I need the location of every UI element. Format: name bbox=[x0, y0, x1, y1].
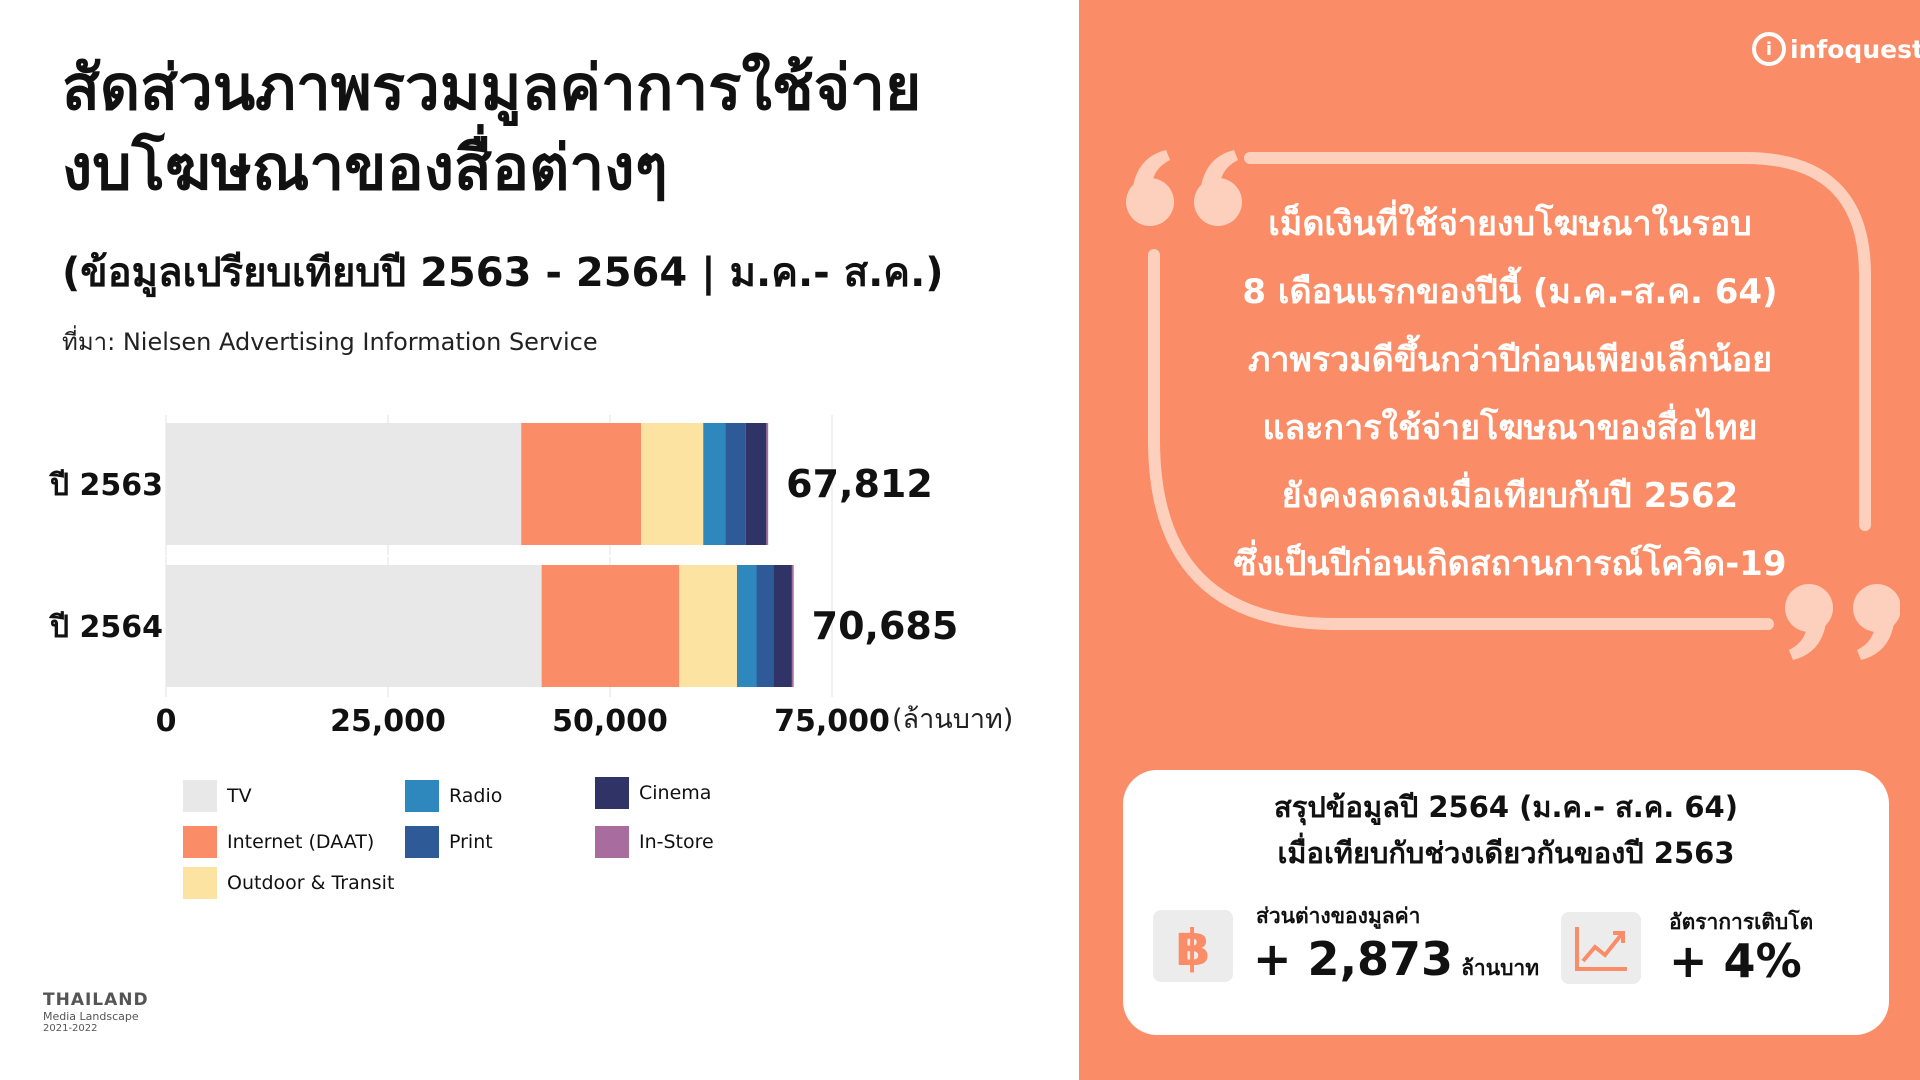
legend-item-instore: In-Store bbox=[595, 826, 714, 858]
bar-segment-0-3 bbox=[703, 423, 726, 545]
category-label-0: ปี 2563 bbox=[48, 468, 163, 503]
summary-title-line-2: เมื่อเทียบกับช่วงเดียวกันของปี 2563 bbox=[1277, 836, 1735, 870]
quote-frame-line bbox=[1244, 152, 1871, 531]
legend-label-radio: Radio bbox=[449, 785, 503, 807]
data-source: ที่มา: Nielsen Advertising Information S… bbox=[62, 328, 598, 356]
diff-value: + 2,873 ล้านบาท bbox=[1253, 932, 1539, 986]
bar-segment-0-4 bbox=[725, 423, 746, 545]
legend-label-print: Print bbox=[449, 831, 493, 853]
stacked-bar-chart: ปี 2563 67,812 ปี 2564 70,685 0 25,000 50,000 7… bbox=[48, 415, 1013, 739]
brand-mark: THAILAND Media Landscape 2021-2022 bbox=[43, 990, 149, 1034]
legend-item-cinema: Cinema bbox=[595, 777, 711, 809]
brand-line-3: 2021-2022 bbox=[43, 1023, 98, 1034]
quote-frame-line-lower bbox=[1148, 249, 1774, 630]
close-quote-icon bbox=[1785, 584, 1900, 660]
quote-line: 8 เดือนแรกของปีนี้ (ม.ค.-ส.ค. 64) bbox=[1242, 272, 1778, 312]
legend-swatch-instore bbox=[595, 826, 629, 858]
diff-unit: ล้านบาท bbox=[1461, 956, 1540, 980]
legend-swatch-outdoor bbox=[183, 867, 217, 899]
left-panel: สัดส่วนภาพรวมมูลค่าการใช้จ่าย งบโฆษณาของ… bbox=[43, 48, 1062, 1034]
bar-segment-1-1 bbox=[541, 565, 680, 687]
growth-value: + 4% bbox=[1669, 934, 1802, 988]
legend-swatch-internet bbox=[183, 826, 217, 858]
bar-segment-0-5 bbox=[745, 423, 767, 545]
bar-segment-0-2 bbox=[641, 423, 704, 545]
diff-number: + 2,873 bbox=[1253, 932, 1454, 986]
x-tick-label-1: 25,000 bbox=[330, 704, 446, 739]
logo-text: infoquest bbox=[1790, 34, 1920, 64]
total-label-0: 67,812 bbox=[786, 462, 933, 506]
title-line-1: สัดส่วนภาพรวมมูลค่าการใช้จ่าย bbox=[62, 51, 922, 124]
legend-item-radio: Radio bbox=[405, 780, 502, 812]
growth-chart-glyph bbox=[1575, 927, 1627, 971]
legend-item-internet: Internet (DAAT) bbox=[183, 826, 374, 858]
quote-line: เม็ดเงินที่ใช้จ่ายงบโฆษณาในรอบ bbox=[1268, 204, 1752, 244]
legend-item-outdoor: Outdoor & Transit bbox=[183, 867, 394, 899]
page-title: สัดส่วนภาพรวมมูลค่าการใช้จ่าย งบโฆษณาของ… bbox=[62, 48, 1062, 208]
legend-swatch-cinema bbox=[595, 777, 629, 809]
legend-label-internet: Internet (DAAT) bbox=[227, 831, 375, 853]
svg-text:฿: ฿ bbox=[1176, 919, 1211, 975]
baht-icon-glyph: ฿ bbox=[1176, 919, 1211, 975]
legend-label-cinema: Cinema bbox=[639, 782, 712, 804]
x-unit-label: (ล้านบาท) bbox=[892, 704, 1013, 735]
bar-segment-1-4 bbox=[756, 565, 774, 687]
baht-icon: ฿ bbox=[1153, 910, 1233, 982]
chart-legend: TV Radio Cinema Internet (DAAT) Print In… bbox=[183, 777, 883, 910]
legend-label-instore: In-Store bbox=[639, 831, 714, 853]
legend-item-tv: TV bbox=[183, 780, 252, 812]
x-tick-label-3: 75,000 bbox=[774, 704, 890, 739]
bar-segment-0-0 bbox=[166, 423, 522, 545]
legend-label-tv: TV bbox=[227, 785, 252, 807]
title-line-2: งบโฆษณาของสื่อต่างๆ bbox=[62, 131, 668, 204]
diff-label: ส่วนต่างของมูลค่า bbox=[1256, 904, 1421, 928]
bar-segment-0-1 bbox=[521, 423, 642, 545]
summary-title-line-1: สรุปข้อมูลปี 2564 (ม.ค.- ส.ค. 64) bbox=[1274, 790, 1738, 824]
x-tick-label-2: 50,000 bbox=[552, 704, 668, 739]
quote-text: เม็ดเงินที่ใช้จ่ายงบโฆษณาในรอบ 8 เดือนแร… bbox=[1190, 190, 1830, 598]
infoquest-logo: i infoquest bbox=[1752, 32, 1920, 66]
info-icon: i bbox=[1752, 32, 1786, 66]
bar-segment-1-0 bbox=[166, 565, 542, 687]
bar-segment-0-6 bbox=[766, 423, 769, 545]
brand-line-2: Media Landscape bbox=[43, 1010, 139, 1023]
summary-title: สรุปข้อมูลปี 2564 (ม.ค.- ส.ค. 64) เมื่อเ… bbox=[1123, 784, 1889, 876]
quote-line: และการใช้จ่ายโฆษณาของสื่อไทย bbox=[1262, 408, 1758, 448]
quote-frame bbox=[1126, 150, 1900, 660]
open-quote-icon bbox=[1126, 150, 1242, 226]
bar-segment-1-5 bbox=[773, 565, 792, 687]
page-subtitle: (ข้อมูลเปรียบเทียบปี 2563 - 2564 | ม.ค.-… bbox=[62, 250, 944, 296]
quote-line: ยังคงลดลงเมื่อเทียบกับปี 2562 bbox=[1281, 476, 1739, 516]
total-label-1: 70,685 bbox=[812, 604, 959, 648]
quote-line: ซึ่งเป็นปีก่อนเกิดสถานการณ์โควิด-19 bbox=[1233, 544, 1787, 584]
legend-item-print: Print bbox=[405, 826, 493, 858]
bar-segment-1-6 bbox=[791, 565, 794, 687]
growth-label: อัตราการเติบโต bbox=[1669, 910, 1814, 934]
legend-swatch-print bbox=[405, 826, 439, 858]
growth-chart-icon bbox=[1561, 912, 1641, 984]
legend-swatch-tv bbox=[183, 780, 217, 812]
x-tick-label-0: 0 bbox=[156, 704, 177, 739]
summary-card: สรุปข้อมูลปี 2564 (ม.ค.- ส.ค. 64) เมื่อเ… bbox=[1123, 770, 1889, 1035]
legend-label-outdoor: Outdoor & Transit bbox=[227, 872, 395, 894]
brand-line-1: THAILAND bbox=[43, 990, 149, 1010]
legend-swatch-radio bbox=[405, 780, 439, 812]
bar-segment-1-3 bbox=[736, 565, 757, 687]
bar-segment-1-2 bbox=[679, 565, 737, 687]
category-label-1: ปี 2564 bbox=[48, 610, 163, 645]
quote-line: ภาพรวมดีขึ้นกว่าปีก่อนเพียงเล็กน้อย bbox=[1247, 340, 1773, 380]
